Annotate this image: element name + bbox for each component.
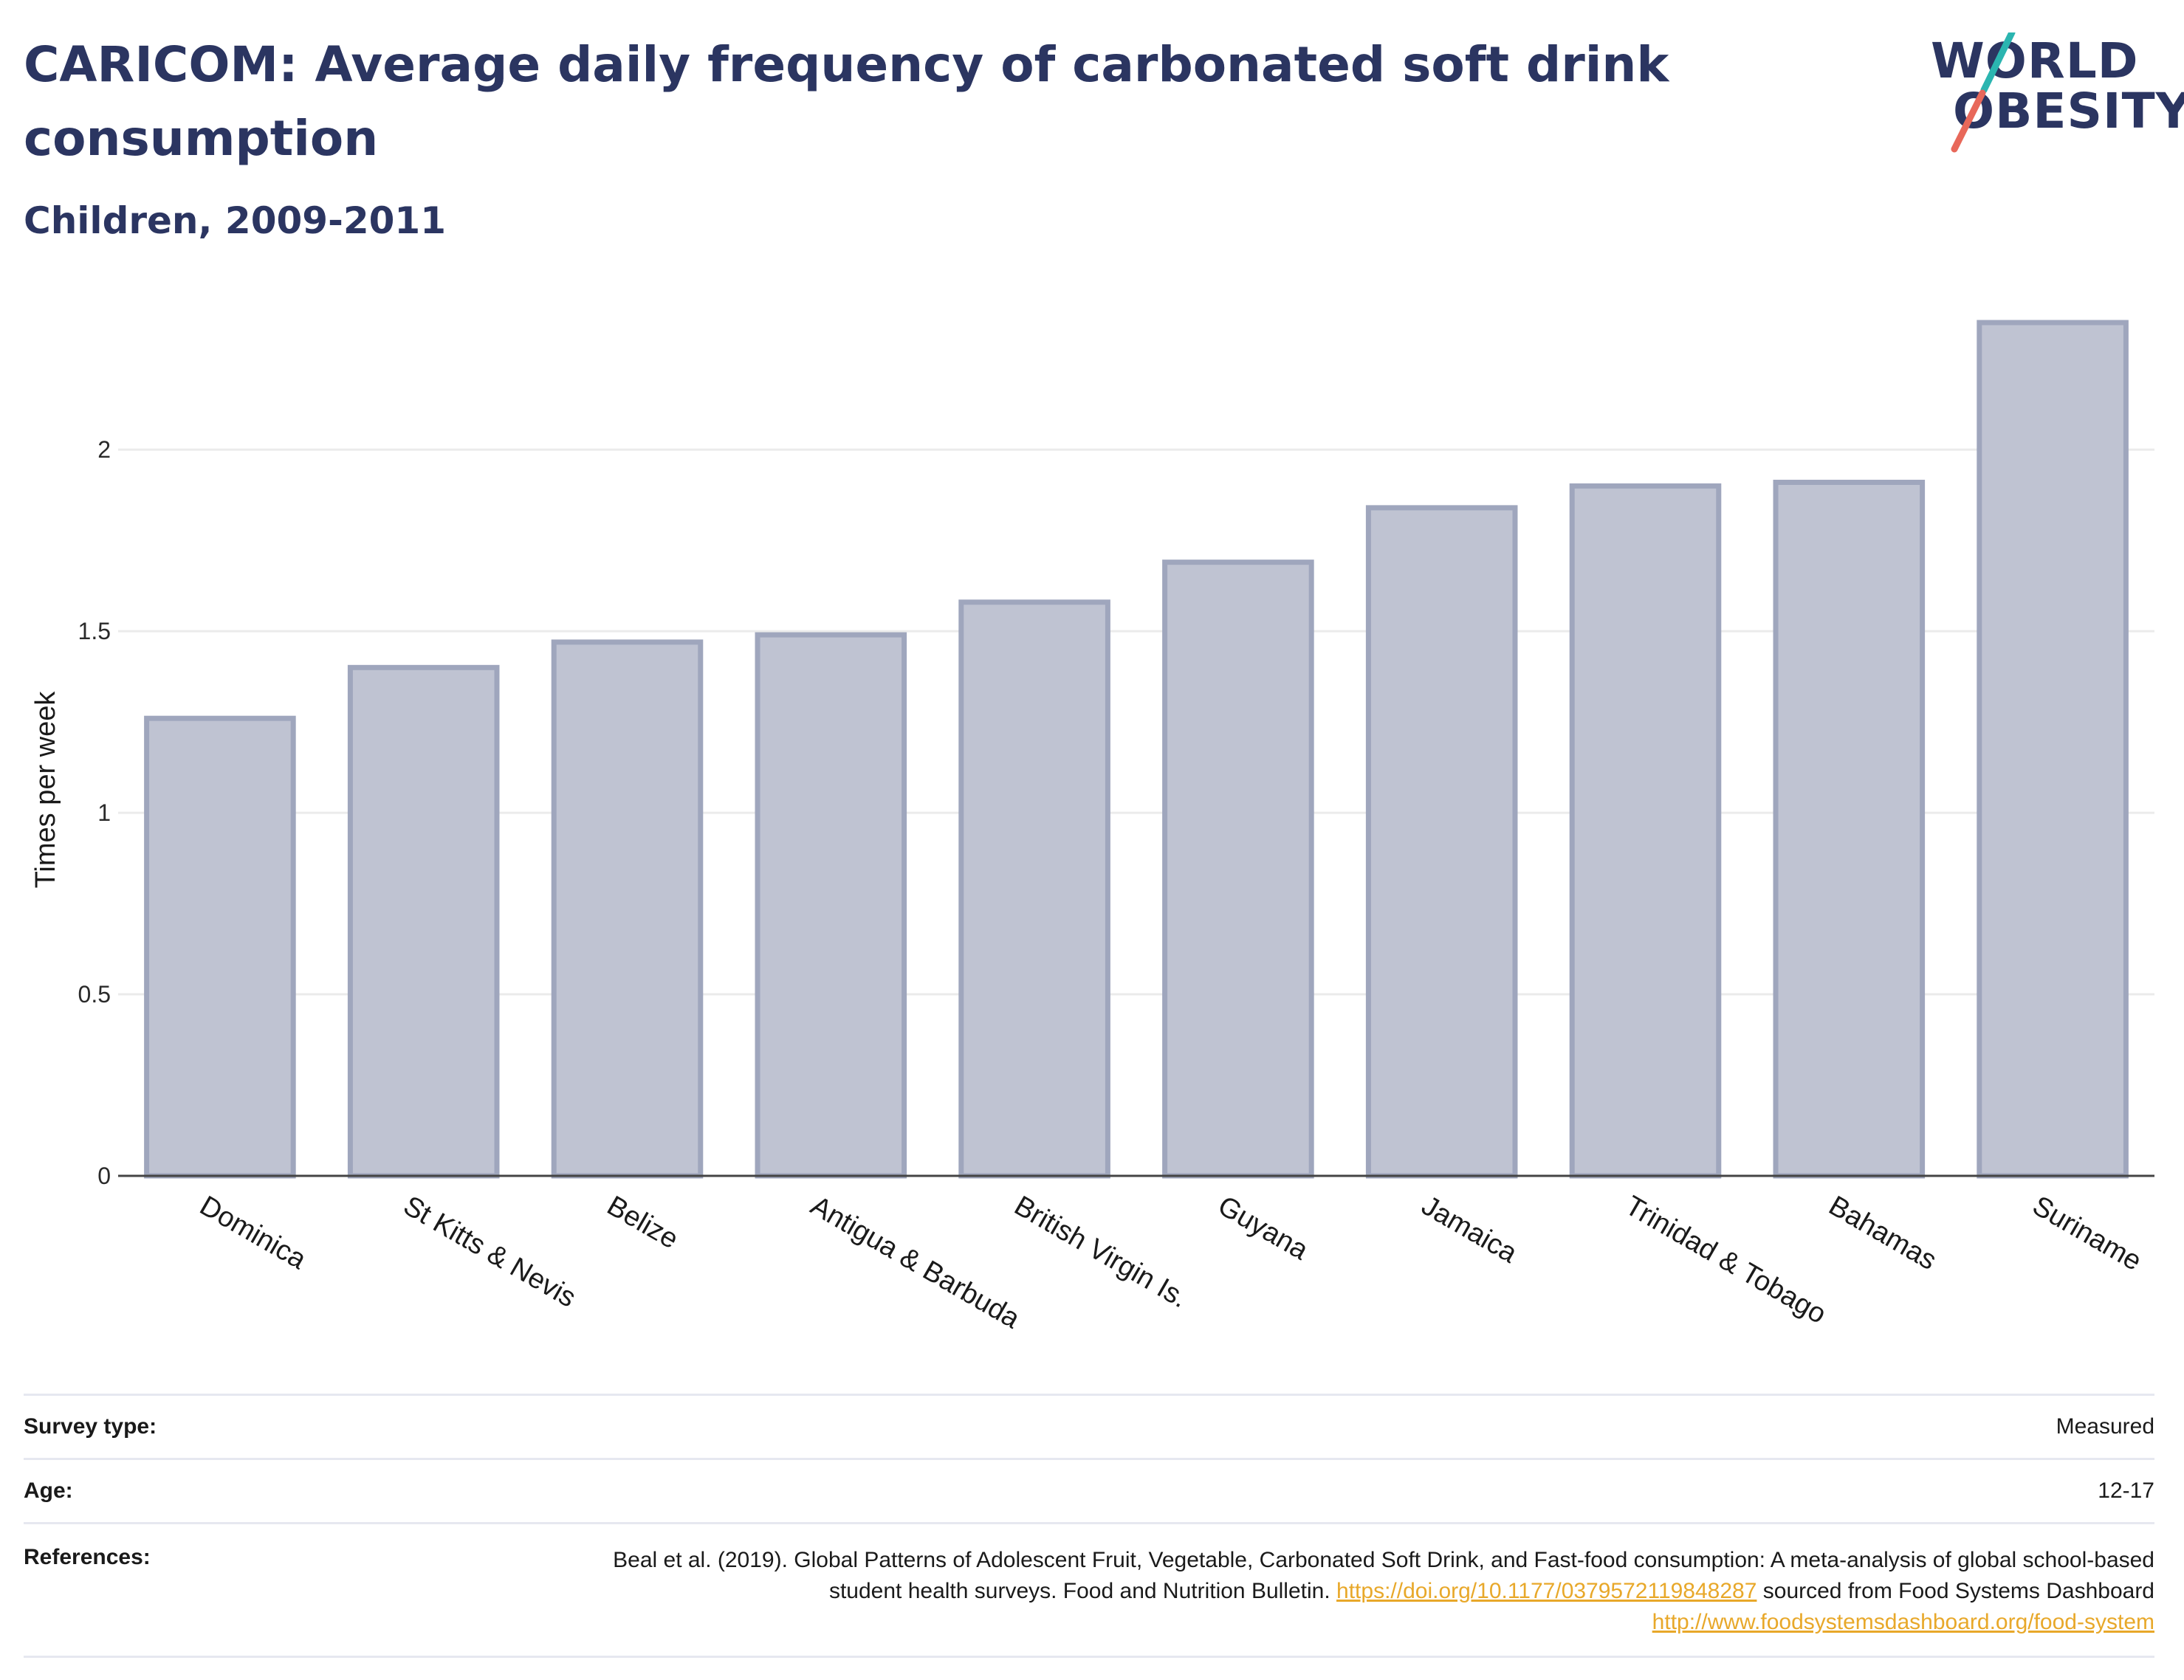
chart-title: CARICOM: Average daily frequency of carb… (24, 36, 1669, 167)
y-axis-label: Times per week (30, 691, 61, 889)
references-label: References: (24, 1545, 151, 1569)
x-tick-label: Belize (602, 1190, 684, 1255)
survey-type-value: Measured (2056, 1414, 2154, 1439)
chart-footer: Survey type: Measured Age: 12-17 Referen… (24, 1394, 2154, 1658)
logo-word-obesity: OBESITY (1953, 83, 2184, 140)
bar-chart: 0 0.5 1 1.5 2 Dominica St Kitts & Nevis Belize… (30, 320, 2154, 1335)
x-tick-label: Bahamas (1824, 1190, 1942, 1276)
y-tick-label: 1.5 (78, 618, 111, 644)
x-tick-label: Guyana (1212, 1190, 1314, 1266)
bar (1365, 505, 1518, 1179)
food-systems-link[interactable]: http://www.foodsystemsdashboard.org/food… (1652, 1610, 2154, 1634)
y-tick-label: 0.5 (78, 981, 111, 1008)
x-tick-label: Suriname (2027, 1190, 2147, 1277)
doi-link[interactable]: https://doi.org/10.1177/0379572119848287 (1336, 1579, 1757, 1603)
x-tick-label: Trinidad & Tobago (1620, 1190, 1831, 1330)
chart-subtitle: Children, 2009-2011 (24, 199, 446, 242)
bar (347, 664, 500, 1179)
y-tick-label: 0 (97, 1163, 111, 1189)
bar (144, 715, 296, 1179)
x-tick-label: British Virgin Is. (1009, 1190, 1193, 1314)
survey-type-label: Survey type: (24, 1414, 157, 1439)
references-text: Beal et al. (2019). Global Patterns of A… (560, 1545, 2154, 1638)
bar (1162, 560, 1314, 1179)
logo-slash-icon (1951, 32, 2016, 153)
y-tick-labels: 0 0.5 1 1.5 2 (78, 436, 111, 1189)
bar (551, 639, 704, 1179)
age-row: Age: 12-17 (24, 1458, 2154, 1522)
references-row: References: Beal et al. (2019). Global P… (24, 1522, 2154, 1658)
bar (958, 599, 1110, 1179)
x-tick-label: Jamaica (1416, 1190, 1522, 1270)
bar (1977, 320, 2129, 1179)
x-tick-label: St Kitts & Nevis (398, 1190, 581, 1313)
bar (1773, 479, 1926, 1179)
x-tick-labels: Dominica St Kitts & Nevis Belize Antigua & … (194, 1190, 2146, 1335)
age-label: Age: (24, 1478, 73, 1503)
y-tick-label: 2 (97, 436, 111, 463)
y-tick-label: 1 (97, 799, 111, 826)
bar (1569, 483, 1722, 1179)
survey-type-row: Survey type: Measured (24, 1394, 2154, 1458)
bar (755, 632, 907, 1179)
x-tick-label: Antigua & Barbuda (806, 1190, 1026, 1335)
reference-source: sourced from Food Systems Dashboard (1762, 1579, 2154, 1603)
reference-citation: Beal et al. (2019). Global Patterns of A… (613, 1548, 2154, 1603)
world-obesity-logo: WORLD OBESITY (1931, 32, 2184, 158)
logo-word-world: WORLD (1931, 32, 2139, 89)
x-tick-label: Dominica (194, 1190, 312, 1276)
age-value: 12-17 (2098, 1478, 2154, 1503)
